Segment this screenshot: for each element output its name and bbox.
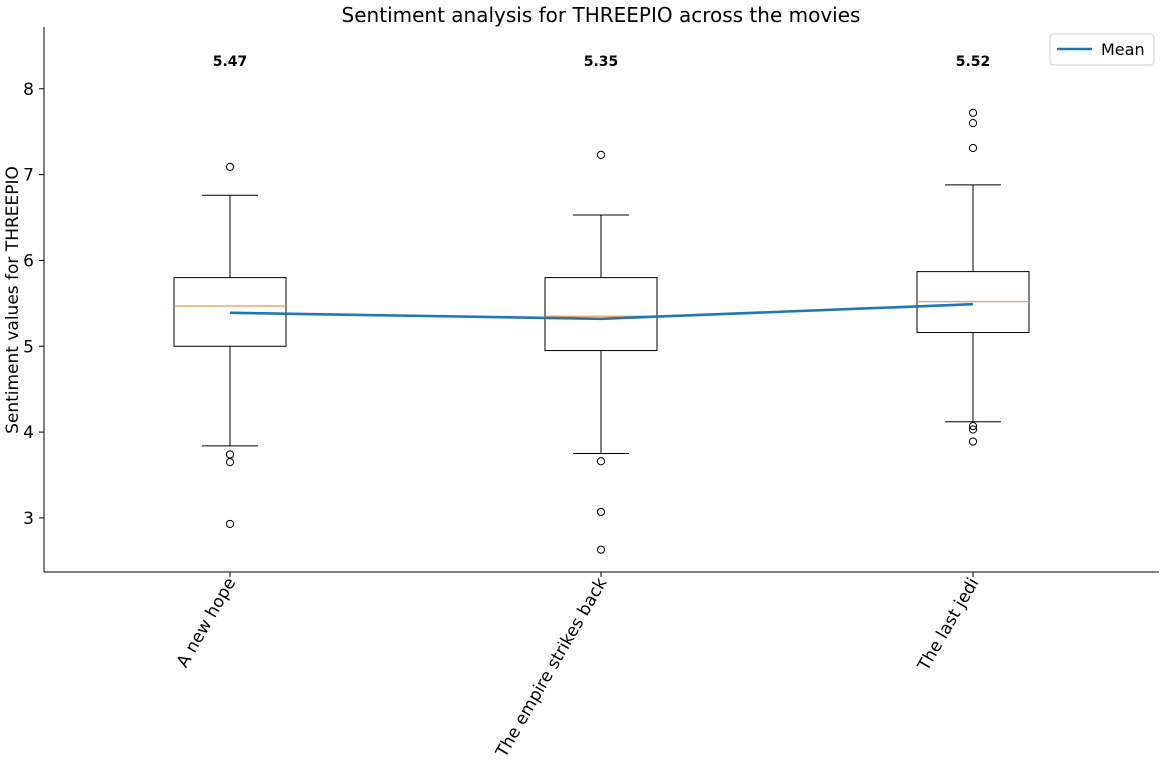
outlier-point <box>596 545 606 554</box>
y-tick-label: 3 <box>23 509 34 529</box>
median-value-label: 5.47 <box>213 54 248 70</box>
y-axis-label: Sentiment values for THREEPIO <box>3 166 23 434</box>
y-tick-label: 8 <box>23 80 34 100</box>
y-tick-label: 7 <box>23 166 34 186</box>
outlier-point <box>596 457 606 466</box>
plot-area: 3 4 5 6 7 8 5.47 A new hope 5.35 The empire strik… <box>23 27 1159 761</box>
legend-box <box>1049 33 1155 66</box>
outlier-point <box>968 119 978 128</box>
y-tick-label: 6 <box>23 251 34 271</box>
outlier-point <box>225 450 235 459</box>
outlier-point <box>968 421 978 431</box>
outlier-point <box>968 437 978 446</box>
outlier-point <box>225 162 235 171</box>
outlier-point <box>596 507 606 517</box>
outlier-point <box>596 150 606 159</box>
outlier-point <box>968 143 978 153</box>
category-label: The last jedi <box>914 575 984 676</box>
category-label: The empire strikes back <box>492 574 612 761</box>
chart-title: Sentiment analysis for THREEPIO across t… <box>342 3 861 27</box>
legend-label-mean: Mean <box>1101 40 1145 59</box>
mean-series-line <box>229 302 974 321</box>
outlier-point <box>225 519 235 529</box>
y-tick-label: 5 <box>23 337 34 357</box>
median-value-label: 5.52 <box>956 54 991 70</box>
outlier-point <box>968 425 978 434</box>
y-tick-label: 4 <box>23 423 34 443</box>
box <box>173 277 287 347</box>
median-value-label: 5.35 <box>584 54 619 70</box>
box <box>544 277 658 352</box>
category-label: A new hope <box>173 575 240 672</box>
outlier-point <box>968 108 978 117</box>
outlier-point <box>225 458 235 467</box>
